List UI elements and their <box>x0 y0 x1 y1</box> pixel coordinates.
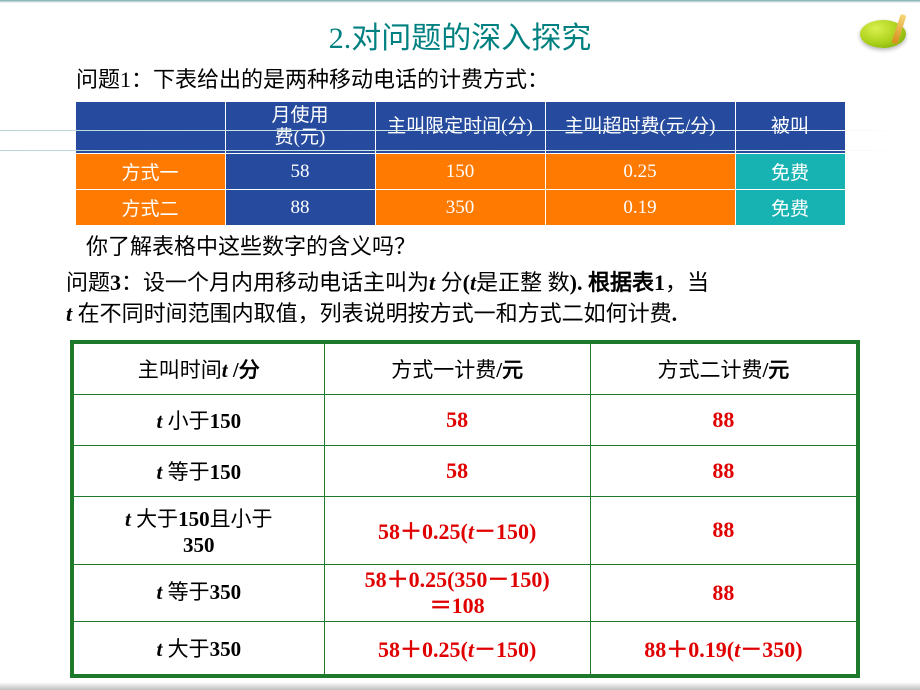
question-3-text: 问题3：设一个月内用移动电话主叫为t 分(t是正整 数). 根据表1，当 t 在… <box>0 266 920 340</box>
calc-r2-label: t 等于150 <box>74 445 325 496</box>
calc-header-m2: 方式二计费/元 <box>590 343 856 394</box>
pencil-leaf-icon <box>860 20 906 62</box>
question-1-text: 问题1：下表给出的是两种移动电话的计费方式： <box>0 63 920 101</box>
calc-r1-m2: 88 <box>590 394 856 445</box>
calc-r5-label: t 大于350 <box>74 622 325 675</box>
pricing-header-empty <box>75 101 225 154</box>
calc-row-2: t 等于150 58 88 <box>74 445 857 496</box>
pricing-r2-limit: 350 <box>375 190 545 226</box>
calc-r5-m2: 88＋0.19(t－350) <box>590 622 856 675</box>
question-2-text: 你了解表格中这些数字的含义吗？ <box>0 230 920 266</box>
calc-row-4: t 等于350 58＋0.25(350－150)＝108 88 <box>74 564 857 622</box>
calc-row-5: t 大于350 58＋0.25(t－150) 88＋0.19(t－350) <box>74 622 857 675</box>
decorative-line <box>0 130 920 131</box>
calc-r3-m1: 58＋0.25(t－150) <box>324 496 590 564</box>
calc-r2-m1: 58 <box>324 445 590 496</box>
pricing-r1-limit: 150 <box>375 154 545 190</box>
calc-r4-m1: 58＋0.25(350－150)＝108 <box>324 564 590 622</box>
pricing-r1-incoming: 免费 <box>735 154 845 190</box>
calc-r4-label: t 等于350 <box>74 564 325 622</box>
pricing-r1-label: 方式一 <box>75 154 225 190</box>
pricing-row-2: 方式二 88 350 0.19 免费 <box>75 190 845 226</box>
bottom-shadow <box>0 682 920 690</box>
pricing-r2-incoming: 免费 <box>735 190 845 226</box>
pricing-r2-overtime: 0.19 <box>545 190 735 226</box>
calc-header-m1: 方式一计费/元 <box>324 343 590 394</box>
pricing-header-incoming: 被叫 <box>735 101 845 154</box>
pricing-row-1: 方式一 58 150 0.25 免费 <box>75 154 845 190</box>
calc-header-row: 主叫时间t /分 方式一计费/元 方式二计费/元 <box>74 343 857 394</box>
slide-title: 2.对问题的深入探究 <box>0 3 920 63</box>
calc-r4-m2: 88 <box>590 564 856 622</box>
pricing-header-limit: 主叫限定时间(分) <box>375 101 545 154</box>
calculation-table: 主叫时间t /分 方式一计费/元 方式二计费/元 t 小于150 58 88 t… <box>73 343 857 676</box>
pricing-header-fee: 月使用费(元) <box>225 101 375 154</box>
pricing-r2-fee: 88 <box>225 190 375 226</box>
pricing-r1-overtime: 0.25 <box>545 154 735 190</box>
calc-r1-label: t 小于150 <box>74 394 325 445</box>
pricing-r1-fee: 58 <box>225 154 375 190</box>
calc-r5-m1: 58＋0.25(t－150) <box>324 622 590 675</box>
calc-r3-label: t 大于150且小于350 <box>74 496 325 564</box>
calculation-table-wrap: 主叫时间t /分 方式一计费/元 方式二计费/元 t 小于150 58 88 t… <box>70 340 860 679</box>
calc-header-time: 主叫时间t /分 <box>74 343 325 394</box>
calc-r1-m1: 58 <box>324 394 590 445</box>
calc-r2-m2: 88 <box>590 445 856 496</box>
decorative-line <box>0 150 920 151</box>
pricing-r2-label: 方式二 <box>75 190 225 226</box>
pricing-table: 月使用费(元) 主叫限定时间(分) 主叫超时费(元/分) 被叫 方式一 58 1… <box>75 101 846 227</box>
pricing-header-overtime: 主叫超时费(元/分) <box>545 101 735 154</box>
calc-r3-m2: 88 <box>590 496 856 564</box>
pricing-header-row: 月使用费(元) 主叫限定时间(分) 主叫超时费(元/分) 被叫 <box>75 101 845 154</box>
calc-row-3: t 大于150且小于350 58＋0.25(t－150) 88 <box>74 496 857 564</box>
calc-row-1: t 小于150 58 88 <box>74 394 857 445</box>
